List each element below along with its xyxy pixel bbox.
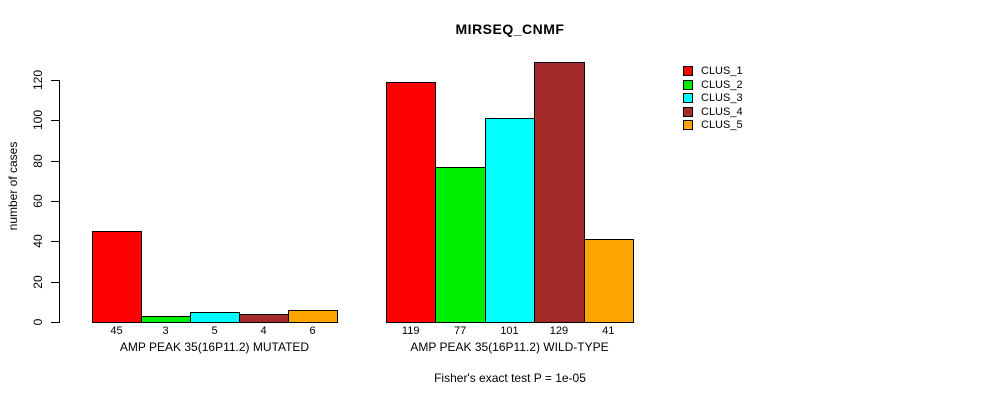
y-tick-label: 60 <box>31 194 45 208</box>
footer-note: Fisher's exact test P = 1e-05 <box>434 371 586 385</box>
bar-value-label: 119 <box>401 325 420 337</box>
legend-label: CLUS_2 <box>701 78 743 91</box>
group-label: AMP PEAK 35(16P11.2) MUTATED <box>119 340 310 354</box>
y-tick-mark <box>51 241 59 243</box>
y-tick-mark <box>51 160 59 162</box>
bar-value-label: 5 <box>211 325 218 337</box>
group-label: AMP PEAK 35(16P11.2) WILD-TYPE <box>410 340 609 354</box>
bar-clus_1-group1 <box>92 231 142 323</box>
bar-value-label: 6 <box>309 325 316 337</box>
bar-clus_1-group2 <box>386 82 437 323</box>
y-tick-mark <box>51 201 59 202</box>
y-axis-line <box>59 80 60 323</box>
legend-swatch-clus_2 <box>683 79 693 90</box>
bar-value-label: 41 <box>602 325 615 337</box>
y-tick-mark <box>51 80 59 81</box>
y-tick-mark <box>51 281 59 283</box>
bar-clus_2-group2 <box>435 166 486 323</box>
legend-label: CLUS_3 <box>701 92 743 104</box>
bar-value-label: 77 <box>453 325 467 337</box>
bar-clus_3-group1 <box>190 311 240 323</box>
bar-value-label: 129 <box>549 325 569 337</box>
chart-title: MIRSEQ_CNMF <box>455 21 565 37</box>
bar-value-label: 45 <box>110 325 123 337</box>
bar-clus_2-group1 <box>141 315 191 323</box>
y-tick-mark <box>51 322 59 323</box>
y-axis-label: number of cases <box>6 141 20 231</box>
bar-clus_5-group2 <box>583 239 634 323</box>
bar-value-label: 101 <box>500 325 519 337</box>
bar-value-label: 3 <box>162 325 169 337</box>
y-tick-label: 40 <box>31 234 45 249</box>
y-tick-label: 120 <box>31 69 45 91</box>
legend-label: CLUS_4 <box>701 105 743 118</box>
bar-value-label: 4 <box>260 325 267 337</box>
legend-label: CLUS_1 <box>701 65 743 77</box>
legend-swatch-clus_4 <box>683 106 693 117</box>
bar-clus_5-group1 <box>288 309 338 323</box>
legend-swatch-clus_1 <box>683 66 693 76</box>
y-tick-mark <box>51 120 59 122</box>
y-tick-label: 0 <box>31 318 45 326</box>
bar-clus_4-group2 <box>534 61 585 323</box>
legend-swatch-clus_3 <box>683 93 693 103</box>
y-tick-label: 100 <box>31 110 45 131</box>
legend-swatch-clus_5 <box>683 120 693 130</box>
bar-clus_3-group2 <box>484 118 536 323</box>
y-tick-label: 80 <box>31 153 45 168</box>
bar-clus_4-group1 <box>239 313 289 323</box>
y-tick-label: 20 <box>31 274 45 289</box>
legend-label: CLUS_5 <box>701 119 743 131</box>
